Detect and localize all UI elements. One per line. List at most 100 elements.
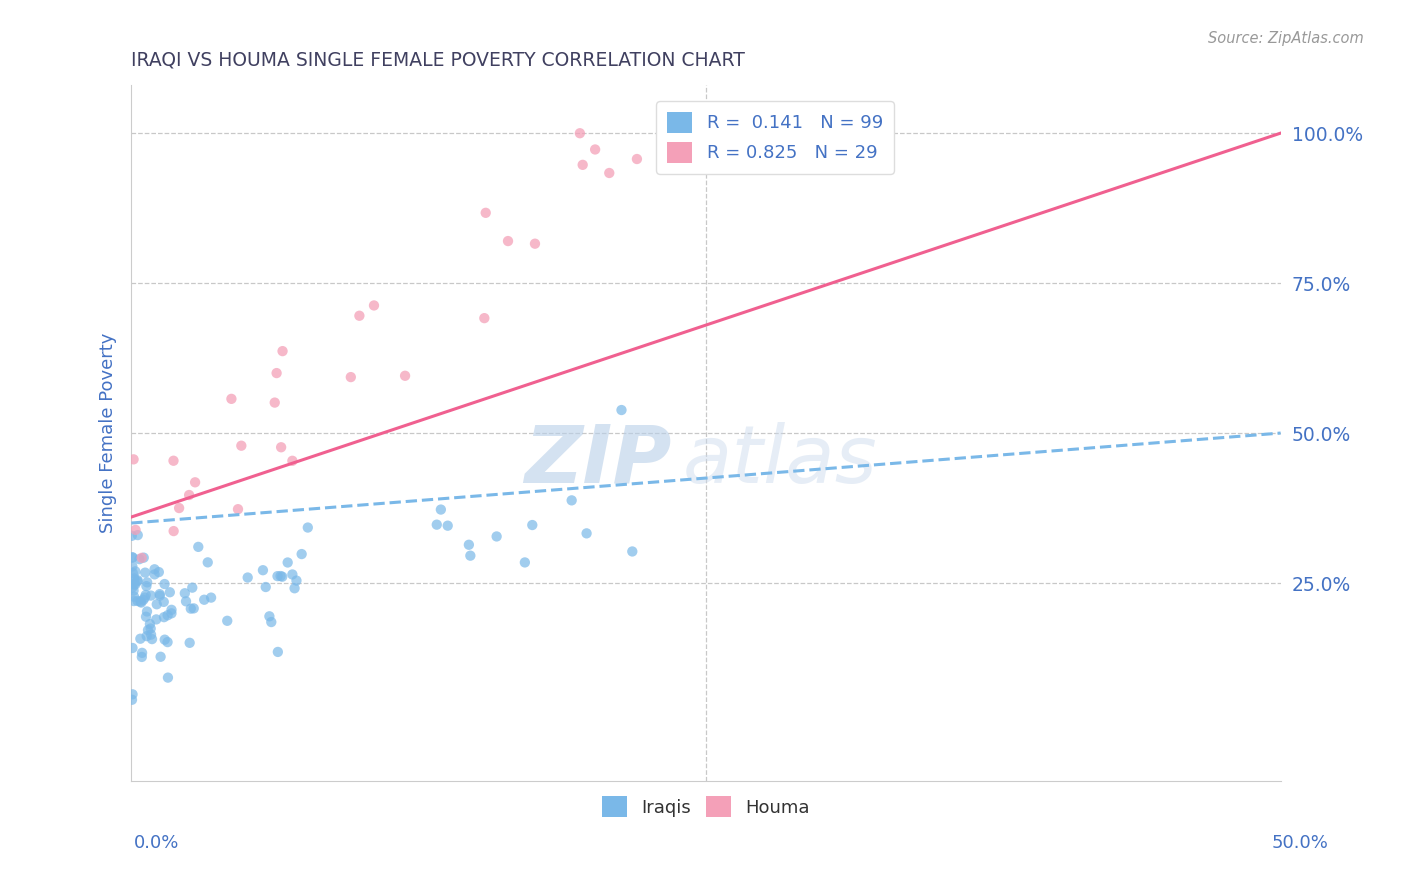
Legend: Iraqis, Houma: Iraqis, Houma — [595, 789, 817, 824]
Point — [522, 518, 544, 533]
Point — [598, 166, 620, 180]
Point — [568, 126, 591, 140]
Point — [129, 594, 152, 608]
Point — [156, 635, 179, 649]
Text: 0.0%: 0.0% — [134, 834, 179, 852]
Point — [197, 555, 219, 569]
Point — [124, 565, 146, 579]
Point — [457, 538, 479, 552]
Text: atlas: atlas — [683, 422, 877, 500]
Point — [141, 632, 163, 646]
Point — [124, 574, 146, 588]
Point — [281, 454, 304, 468]
Point — [179, 636, 201, 650]
Point — [231, 439, 253, 453]
Point — [122, 571, 145, 585]
Point — [121, 566, 143, 580]
Point — [277, 556, 299, 570]
Point — [139, 627, 162, 641]
Point — [571, 158, 593, 172]
Point — [135, 588, 157, 602]
Point — [135, 579, 157, 593]
Point — [181, 581, 204, 595]
Point — [122, 452, 145, 467]
Point — [132, 550, 155, 565]
Point — [135, 609, 157, 624]
Point — [131, 646, 153, 660]
Point — [129, 596, 152, 610]
Text: ZIP: ZIP — [524, 422, 672, 500]
Point — [460, 549, 482, 563]
Point — [136, 575, 159, 590]
Point — [121, 640, 143, 655]
Point — [122, 583, 145, 598]
Point — [122, 590, 145, 604]
Point — [156, 671, 179, 685]
Point — [340, 370, 363, 384]
Point — [127, 594, 149, 608]
Point — [291, 547, 314, 561]
Point — [121, 692, 143, 706]
Point — [496, 234, 519, 248]
Point — [180, 601, 202, 615]
Point — [121, 550, 143, 565]
Point — [259, 609, 281, 624]
Point — [252, 563, 274, 577]
Point — [121, 559, 143, 574]
Point — [284, 581, 307, 595]
Point — [127, 573, 149, 587]
Point — [153, 610, 176, 624]
Point — [143, 567, 166, 582]
Point — [152, 595, 174, 609]
Point — [153, 632, 176, 647]
Point — [127, 574, 149, 589]
Point — [266, 569, 288, 583]
Point — [430, 502, 453, 516]
Point — [139, 622, 162, 636]
Point — [266, 366, 288, 380]
Point — [621, 544, 644, 558]
Point — [131, 550, 153, 565]
Point — [122, 594, 145, 608]
Point — [139, 589, 162, 603]
Point — [263, 395, 285, 409]
Point — [270, 569, 292, 583]
Point — [143, 562, 166, 576]
Point — [121, 581, 143, 595]
Point — [159, 585, 181, 599]
Point — [149, 649, 172, 664]
Point — [129, 632, 152, 646]
Point — [474, 206, 496, 220]
Point — [156, 608, 179, 623]
Point — [145, 612, 167, 626]
Point — [285, 574, 308, 588]
Point — [271, 570, 294, 584]
Point — [167, 501, 190, 516]
Point — [349, 309, 371, 323]
Point — [236, 570, 259, 584]
Point — [270, 440, 292, 454]
Point — [394, 368, 416, 383]
Point — [128, 552, 150, 566]
Point — [267, 645, 290, 659]
Point — [254, 580, 277, 594]
Text: 50.0%: 50.0% — [1272, 834, 1329, 852]
Point — [121, 550, 143, 565]
Point — [184, 475, 207, 490]
Point — [136, 605, 159, 619]
Point — [513, 556, 536, 570]
Point — [297, 520, 319, 534]
Point — [187, 540, 209, 554]
Point — [122, 577, 145, 591]
Point — [148, 565, 170, 579]
Point — [121, 687, 143, 701]
Point — [183, 601, 205, 615]
Point — [217, 614, 239, 628]
Point — [124, 577, 146, 591]
Point — [472, 311, 495, 326]
Point — [139, 617, 162, 632]
Point — [136, 623, 159, 637]
Point — [610, 403, 633, 417]
Point — [226, 502, 249, 516]
Point — [162, 454, 184, 468]
